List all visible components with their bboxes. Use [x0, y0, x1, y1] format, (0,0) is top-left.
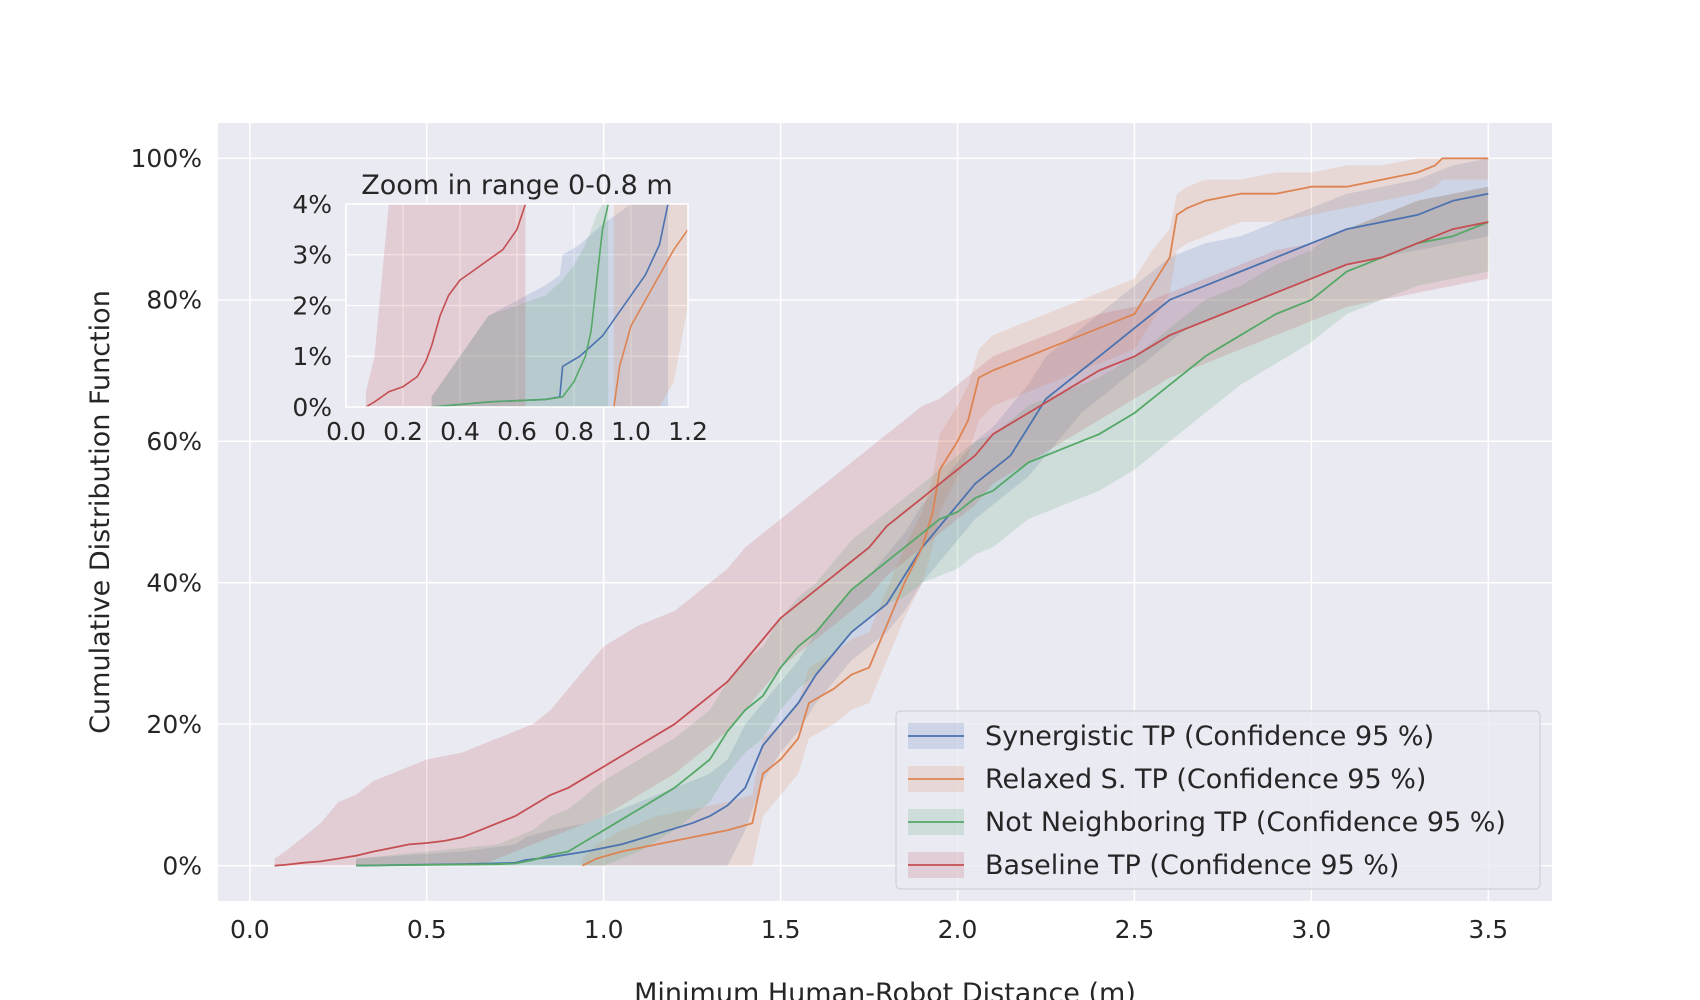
- confidence-band-series-3: [274, 186, 1489, 866]
- confidence-band-series-0: [431, 204, 668, 407]
- x-tick-label: 0.0: [326, 417, 366, 446]
- x-tick-label: 2.5: [1115, 915, 1155, 944]
- confidence-band-series-3: [365, 204, 526, 407]
- x-tick-label: 1.2: [668, 417, 708, 446]
- cdf-line-series-3: [274, 221, 1489, 867]
- y-axis-title: Cumulative Distribution Function: [85, 290, 116, 734]
- y-tick-label: 80%: [146, 286, 202, 315]
- legend-box: [895, 710, 1541, 890]
- x-tick-label: 0.4: [440, 417, 480, 446]
- legend-item: Baseline TP (Confidence 95 %): [908, 850, 1399, 881]
- confidence-band-series-2: [431, 204, 609, 407]
- cdf-line-series-1: [582, 157, 1489, 867]
- legend: Synergistic TP (Confidence 95 %) Relaxed …: [895, 710, 1541, 890]
- legend-label: Baseline TP (Confidence 95 %): [985, 850, 1399, 881]
- y-tick-label: 20%: [146, 710, 202, 739]
- x-tick-label: 3.0: [1292, 915, 1332, 944]
- cdf-line-series-3: [365, 204, 527, 407]
- legend-label: Synergistic TP (Confidence 95 %): [985, 721, 1434, 752]
- cdf-line-series-2: [431, 204, 609, 407]
- legend-item: Synergistic TP (Confidence 95 %): [908, 721, 1434, 752]
- y-tick-label: 0%: [292, 393, 332, 422]
- y-tick-label: 1%: [292, 342, 332, 371]
- legend-label: Not Neighboring TP (Confidence 95 %): [985, 807, 1506, 838]
- x-tick-label: 0.8: [554, 417, 594, 446]
- legend-item: Not Neighboring TP (Confidence 95 %): [908, 807, 1506, 838]
- x-tick-label: 2.0: [938, 915, 978, 944]
- x-tick-label: 3.5: [1468, 915, 1508, 944]
- main-chart-plot-area: [274, 157, 1489, 867]
- legend-item: Relaxed S. TP (Confidence 95 %): [908, 764, 1426, 795]
- inset-chart-frame: [345, 203, 689, 408]
- y-tick-label: 100%: [131, 144, 202, 173]
- x-axis-title: Minimum Human-Robot Distance (m): [634, 978, 1136, 1000]
- confidence-band-series-1: [613, 204, 688, 407]
- y-tick-label: 4%: [292, 190, 332, 219]
- inset-chart-plot-area: [365, 204, 688, 407]
- x-tick-label: 0.5: [407, 915, 447, 944]
- y-tick-label: 40%: [146, 568, 202, 597]
- cdf-line-series-0: [355, 192, 1489, 867]
- x-tick-label: 1.0: [584, 915, 624, 944]
- confidence-band-series-1: [582, 158, 1489, 866]
- cdf-line-series-1: [613, 228, 688, 407]
- confidence-band-series-0: [356, 158, 1489, 866]
- x-tick-label: 1.5: [761, 915, 801, 944]
- cdf-line-series-2: [355, 221, 1489, 867]
- x-tick-label: 0.2: [383, 417, 423, 446]
- y-tick-label: 60%: [146, 427, 202, 456]
- inset-chart-title: Zoom in range 0-0.8 m: [361, 170, 672, 201]
- x-tick-label: 0.0: [230, 915, 270, 944]
- main-chart: 0.0 0.5 1.0 1.5 2.0 2.5 3.0 3.5 0% 20% 40% 60% 80% 10…: [131, 123, 1552, 944]
- x-tick-label: 1.0: [611, 417, 651, 446]
- inset-chart: 0.0 0.2 0.4 0.6 0.8 1.0 1.2 0% 1% 2% 3% 4%: [292, 190, 708, 446]
- y-tick-label: 3%: [292, 241, 332, 270]
- y-tick-label: 0%: [162, 851, 202, 880]
- x-tick-label: 0.6: [497, 417, 537, 446]
- y-tick-label: 2%: [292, 291, 332, 320]
- legend-label: Relaxed S. TP (Confidence 95 %): [985, 764, 1426, 795]
